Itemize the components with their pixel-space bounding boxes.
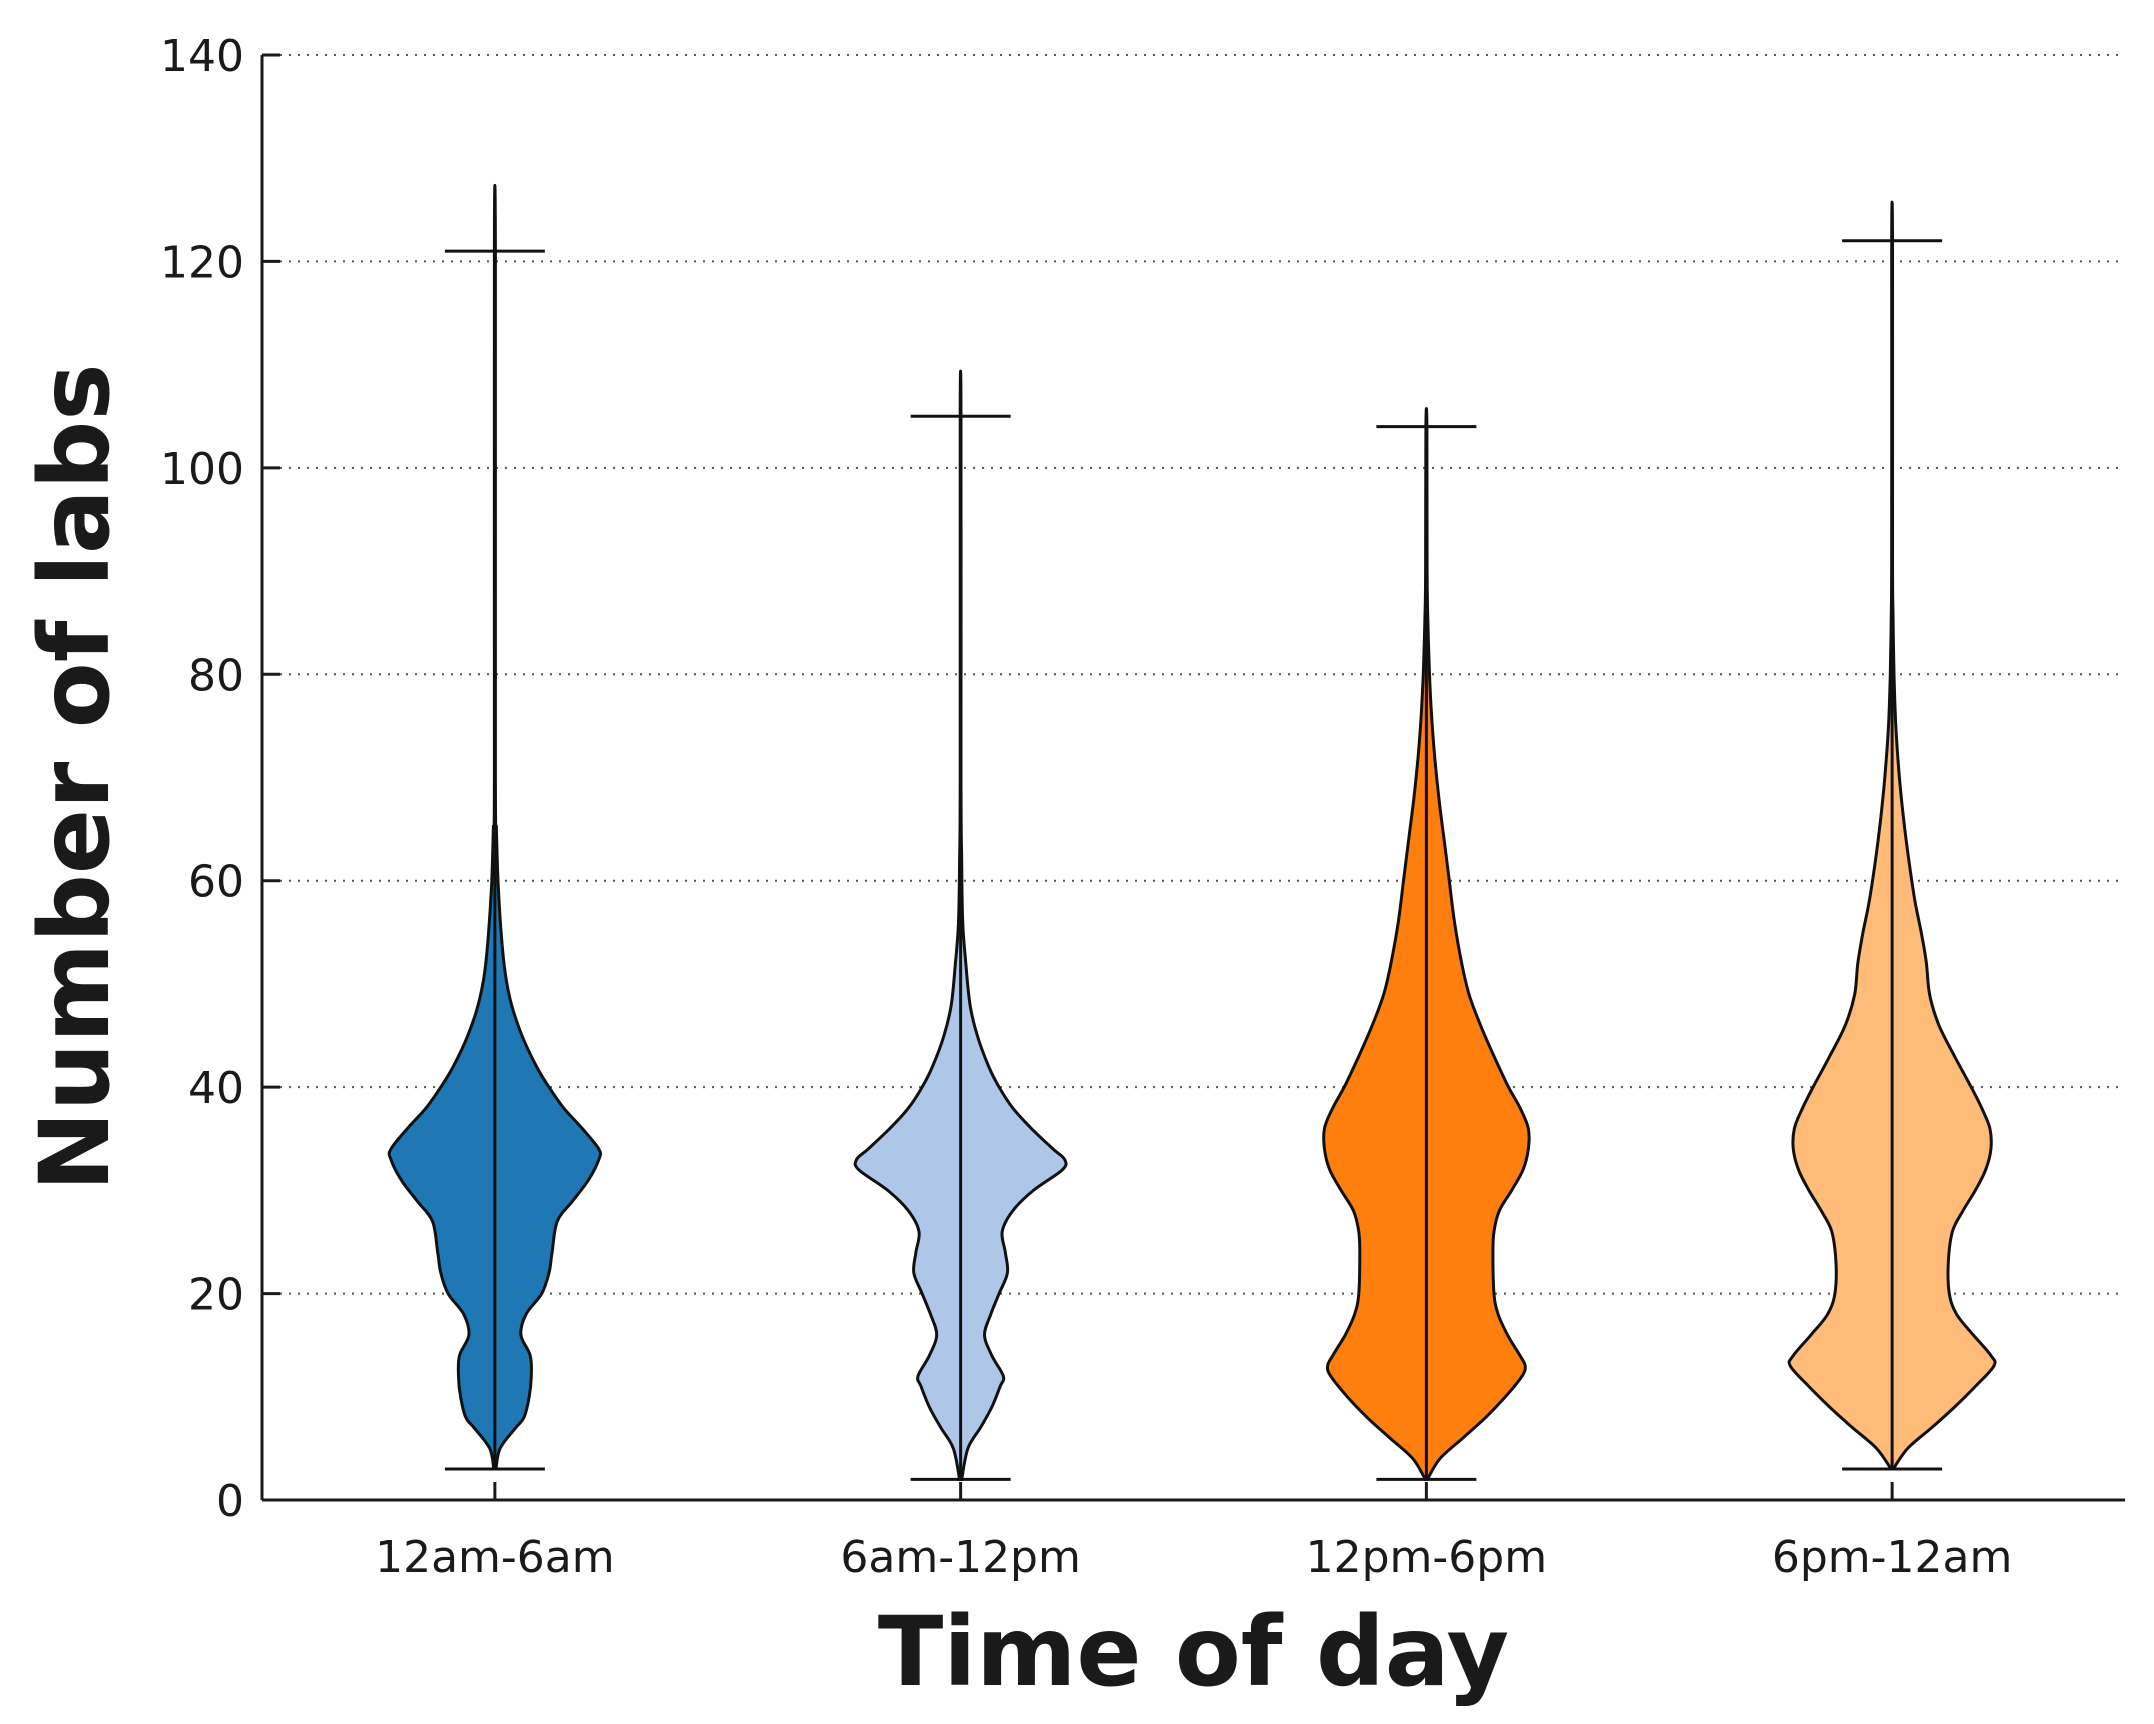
violin-6pm-12am bbox=[1787, 200, 1997, 1471]
x-tick-label: 6am-12pm bbox=[840, 1532, 1080, 1583]
x-tick-label: 12pm-6pm bbox=[1306, 1532, 1547, 1583]
axes bbox=[260, 55, 2125, 1502]
x-ticks: 12am-6am 6am-12pm 12pm-6pm 6pm-12am bbox=[375, 1482, 2012, 1583]
y-tick-label: 20 bbox=[188, 1270, 244, 1321]
x-axis-title: Time of day bbox=[878, 1596, 1509, 1708]
y-axis-title: Number of labs bbox=[19, 364, 131, 1192]
y-tick-label: 60 bbox=[188, 857, 244, 908]
y-tick-label: 120 bbox=[160, 237, 244, 288]
y-tick-label: 80 bbox=[188, 650, 244, 701]
violins bbox=[387, 183, 1997, 1481]
violin-12am-6am bbox=[387, 183, 603, 1471]
x-tick-label: 12am-6am bbox=[375, 1532, 615, 1583]
x-tick-label: 6pm-12am bbox=[1772, 1532, 2012, 1583]
y-tick-label: 0 bbox=[216, 1476, 244, 1527]
violin-6am-12pm bbox=[853, 369, 1068, 1481]
y-tick-label: 100 bbox=[160, 444, 244, 495]
y-ticks: 0 20 40 60 80 100 120 140 bbox=[160, 31, 280, 1527]
violin-12pm-6pm bbox=[1322, 407, 1531, 1481]
y-tick-label: 140 bbox=[160, 31, 244, 82]
y-tick-label: 40 bbox=[188, 1063, 244, 1114]
